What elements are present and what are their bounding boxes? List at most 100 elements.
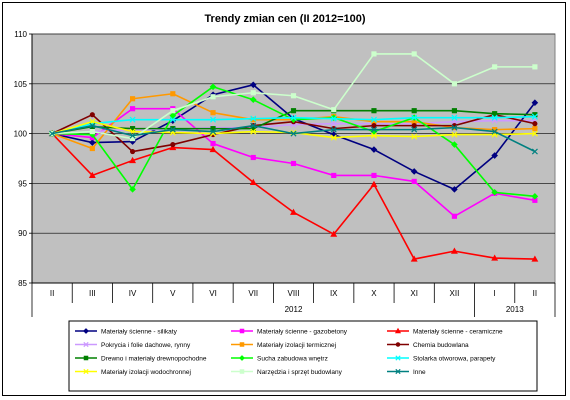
plot-background xyxy=(31,33,556,284)
data-point xyxy=(370,116,377,123)
legend-label: Drewno i materiały drewnopochodne xyxy=(101,356,207,363)
x-tick-label: IV xyxy=(129,289,137,298)
series-2 xyxy=(49,106,538,219)
data-point xyxy=(371,51,377,57)
data-point xyxy=(532,64,538,70)
data-point xyxy=(89,129,95,135)
series-3 xyxy=(48,129,539,262)
legend-item: Materiały ścienne - gazobetony xyxy=(231,329,348,336)
x-tick-label: X xyxy=(371,289,377,298)
legend-marker xyxy=(83,355,89,361)
data-point xyxy=(250,154,256,161)
legend-marker xyxy=(239,328,245,334)
data-point xyxy=(451,108,458,114)
legend-marker xyxy=(394,327,402,334)
data-point xyxy=(532,121,538,127)
x-tick-label: II xyxy=(50,289,54,298)
x-tick-label: I xyxy=(494,289,496,298)
legend-label: Materiały ścienne - ceramiczne xyxy=(413,329,503,336)
series-12 xyxy=(49,122,538,155)
legend-item: Materiały izolacji termicznej xyxy=(231,342,336,349)
data-point xyxy=(250,115,257,122)
y-tick-label: 105 xyxy=(14,80,28,89)
data-point xyxy=(491,114,498,121)
data-point xyxy=(411,126,418,133)
x-tick-label: VIII xyxy=(287,289,299,298)
data-point xyxy=(330,126,337,133)
data-point xyxy=(370,126,377,133)
data-point xyxy=(451,131,458,138)
data-point xyxy=(210,140,216,147)
data-point xyxy=(532,126,538,132)
legend-marker xyxy=(395,342,401,347)
legend-marker xyxy=(239,369,245,374)
data-point xyxy=(89,139,96,146)
year-label: 2013 xyxy=(506,305,524,314)
data-point xyxy=(411,108,417,114)
data-point xyxy=(491,254,499,261)
legend-item: Drewno i materiały drewnopochodne xyxy=(75,356,207,363)
data-point xyxy=(411,178,417,184)
data-point xyxy=(250,117,256,123)
legend-item: Stolarka otworowa, parapety xyxy=(387,355,496,363)
data-point xyxy=(492,111,498,117)
data-point xyxy=(330,120,337,127)
y-tick-label: 100 xyxy=(14,130,28,139)
data-point xyxy=(129,156,137,164)
data-point xyxy=(331,172,337,179)
y-tick-label: 85 xyxy=(18,279,27,288)
data-point xyxy=(290,114,297,121)
legend-label: Stolarka otworowa, parapety xyxy=(413,356,496,363)
data-point xyxy=(411,51,417,57)
data-point xyxy=(411,133,418,140)
data-point xyxy=(169,112,177,119)
data-point xyxy=(331,107,337,113)
data-point xyxy=(129,116,136,123)
legend-label: Materiały ścienne - silikaty xyxy=(101,329,178,336)
data-point xyxy=(451,124,458,131)
data-point xyxy=(170,108,176,114)
legend-marker xyxy=(395,368,401,375)
data-point xyxy=(330,134,337,141)
data-point xyxy=(129,106,136,112)
data-point xyxy=(169,116,176,123)
x-tick-label: VI xyxy=(209,289,217,298)
data-point xyxy=(451,141,458,148)
legend-box xyxy=(68,320,538,392)
data-point xyxy=(370,146,378,153)
data-point xyxy=(330,230,338,237)
legend-label: Pokrycia i folie dachowe, rynny xyxy=(101,342,191,349)
x-tick-label: IX xyxy=(330,289,338,298)
line-chart: Trendy zmian cen (II 2012=100) 85 90 95 100… xyxy=(14,13,556,392)
chart-title: Trendy zmian cen (II 2012=100) xyxy=(204,13,365,25)
data-point xyxy=(451,114,458,121)
x-tick-label: XII xyxy=(450,289,460,298)
data-point xyxy=(451,213,458,219)
data-point xyxy=(290,129,297,136)
y-tick-label: 110 xyxy=(14,30,27,39)
data-point xyxy=(330,115,337,122)
data-point xyxy=(531,130,538,137)
data-point xyxy=(169,126,176,133)
data-point xyxy=(210,128,217,135)
data-point xyxy=(89,112,95,118)
data-point xyxy=(290,160,297,167)
data-point xyxy=(129,96,136,102)
legend-label: Narzędzia i sprzęt budowlany xyxy=(257,369,343,376)
data-point xyxy=(210,126,216,132)
data-point xyxy=(170,126,176,132)
data-point xyxy=(170,141,176,148)
data-point xyxy=(250,128,257,135)
legend-item: Sucha zabudowa wnętrz xyxy=(231,355,328,363)
data-point xyxy=(290,93,297,99)
data-point xyxy=(210,94,216,100)
legend-label: Chemia budowlana xyxy=(413,342,469,349)
legend-marker xyxy=(83,341,89,348)
legend-label: Materiały izolacji wodochronnej xyxy=(101,369,191,376)
legend: Materiały ścienne - silikaty Materiały śc… xyxy=(68,320,538,392)
data-point xyxy=(491,189,498,196)
data-point xyxy=(129,126,136,132)
data-point xyxy=(250,126,256,132)
legend-item: Narzędzia i sprzęt budowlany xyxy=(231,369,343,376)
series-7 xyxy=(49,108,538,137)
